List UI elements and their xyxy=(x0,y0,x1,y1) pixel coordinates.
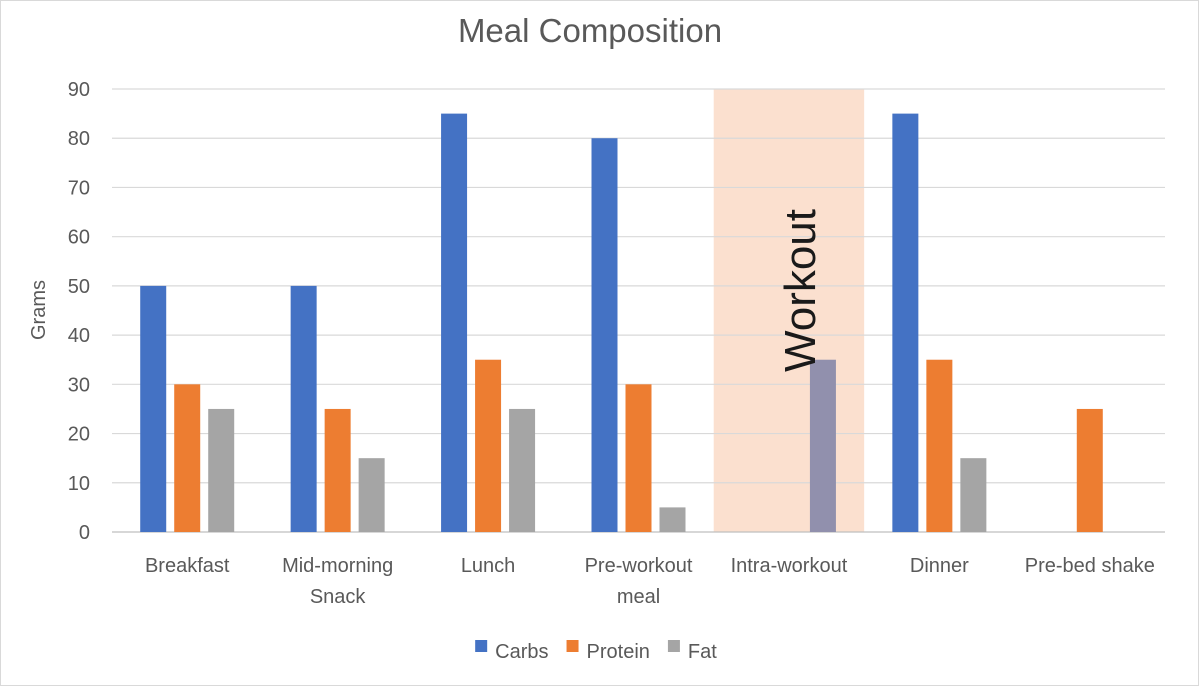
bar-fat xyxy=(960,458,987,532)
legend-swatch-carbs xyxy=(475,640,488,652)
x-tick-label: Pre-bed shake xyxy=(1025,555,1155,577)
bar-carbs xyxy=(892,113,919,532)
y-tick-label: 20 xyxy=(68,424,90,446)
y-tick-label: 0 xyxy=(79,522,90,544)
bar-protein xyxy=(475,359,502,532)
y-tick-label: 80 xyxy=(68,128,90,150)
legend-label-protein: Protein xyxy=(587,641,650,663)
bar-carbs xyxy=(441,113,468,532)
bar-fat xyxy=(809,359,836,532)
legend-swatch-fat xyxy=(667,640,680,652)
bar-fat xyxy=(358,458,385,532)
chart-title: Meal Composition xyxy=(458,12,722,49)
y-axis-ticks: 0 10 20 30 40 50 60 70 80 90 xyxy=(68,79,90,544)
x-axis-ticks: Breakfast Mid-morning Snack Lunch Pre-workou… xyxy=(145,555,1155,608)
x-tick-label: Pre-workout meal xyxy=(585,555,693,608)
y-axis-title: Grams xyxy=(28,280,50,340)
x-tick-label: Dinner xyxy=(910,555,969,577)
bar-protein xyxy=(926,359,953,532)
bar-protein xyxy=(625,384,652,532)
x-tick-label: Intra-workout xyxy=(731,555,848,577)
workout-annotation-label: Workout xyxy=(776,209,825,372)
bar-fat xyxy=(509,408,536,532)
bar-protein xyxy=(324,408,351,532)
y-tick-label: 40 xyxy=(68,325,90,347)
bar-fat xyxy=(208,408,235,532)
y-tick-label: 50 xyxy=(68,276,90,298)
y-tick-label: 70 xyxy=(68,177,90,199)
bar-protein xyxy=(1076,408,1103,532)
legend-label-fat: Fat xyxy=(688,641,717,663)
y-tick-label: 10 xyxy=(68,473,90,495)
bars xyxy=(140,113,1103,532)
bar-protein xyxy=(174,384,201,532)
bar-fat xyxy=(659,507,686,532)
annotation-text-layer: Workout xyxy=(776,209,825,372)
x-tick-label: Breakfast xyxy=(145,555,230,577)
x-tick-label: Lunch xyxy=(461,555,516,577)
bar-carbs xyxy=(140,285,167,532)
y-tick-label: 90 xyxy=(68,79,90,101)
legend: Carbs Protein Fat xyxy=(475,640,717,663)
x-tick-label: Mid-morning Snack xyxy=(282,555,393,608)
bar-carbs xyxy=(290,285,317,532)
legend-swatch-protein xyxy=(566,640,579,652)
y-tick-label: 30 xyxy=(68,374,90,396)
legend-label-carbs: Carbs xyxy=(495,641,548,663)
bar-carbs xyxy=(591,138,618,532)
annotation-layer xyxy=(713,89,865,532)
workout-band xyxy=(713,89,865,532)
y-tick-label: 60 xyxy=(68,227,90,249)
